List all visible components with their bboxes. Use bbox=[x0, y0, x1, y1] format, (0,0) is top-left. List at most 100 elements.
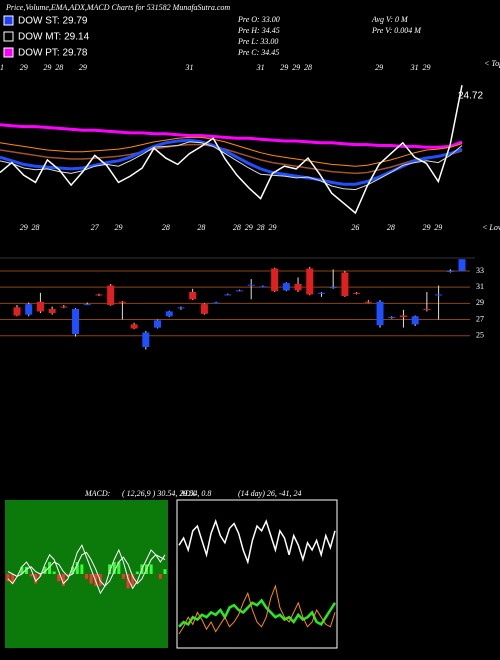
candle-body bbox=[271, 268, 279, 292]
ema-line bbox=[0, 138, 463, 186]
low-label: 28 bbox=[197, 223, 205, 232]
histogram-bar bbox=[43, 566, 47, 574]
info-text: Avg V: 0 M bbox=[371, 15, 409, 24]
histogram-bar bbox=[158, 574, 162, 579]
y-tick-label: 31 bbox=[476, 282, 484, 291]
candle-body bbox=[83, 304, 91, 306]
candle-body bbox=[95, 294, 103, 296]
candle-body bbox=[165, 311, 173, 317]
top-label: 29 bbox=[375, 63, 383, 72]
histogram-bar bbox=[48, 562, 52, 574]
info-text: Pre L: 33.00 bbox=[237, 37, 278, 46]
low-label: 28 bbox=[387, 223, 395, 232]
legend-label: DOW MT: 29.14 bbox=[18, 32, 90, 43]
candle-body bbox=[118, 301, 126, 303]
candle-body bbox=[36, 301, 44, 312]
candle-body bbox=[376, 301, 384, 326]
candle-body bbox=[399, 315, 407, 318]
candle-body bbox=[212, 302, 220, 304]
histogram-bar bbox=[66, 574, 70, 577]
info-text: Pre O: 33.00 bbox=[237, 15, 280, 24]
candle-body bbox=[435, 294, 443, 296]
top-label: 28 bbox=[55, 63, 63, 72]
candle-body bbox=[423, 309, 431, 310]
candle-body bbox=[388, 317, 396, 319]
top-label: 29 bbox=[292, 63, 300, 72]
low-label: 29 bbox=[422, 223, 430, 232]
histogram-bar bbox=[112, 562, 116, 574]
low-label: 29 bbox=[245, 223, 253, 232]
low-label: 28 bbox=[233, 223, 241, 232]
candle-body bbox=[259, 286, 267, 288]
panel-params: ( 12,26,9 ) 30.54, 29.54, 0.8 bbox=[122, 489, 211, 498]
low-label: 28 bbox=[257, 223, 265, 232]
top-label: 31 bbox=[185, 63, 194, 72]
histogram-bar bbox=[34, 574, 38, 584]
candle-body bbox=[130, 324, 138, 329]
legend-swatch bbox=[3, 15, 14, 26]
y-tick-label: 27 bbox=[476, 314, 484, 323]
histogram-bar bbox=[149, 564, 153, 574]
ema-line bbox=[0, 123, 463, 149]
candle-body bbox=[446, 270, 454, 272]
ema-line bbox=[0, 136, 463, 167]
histogram-bar bbox=[29, 574, 33, 577]
histogram-bar bbox=[71, 566, 75, 574]
panel-params: (14 day) 26, -41, 24 bbox=[238, 489, 302, 498]
low-label: 27 bbox=[91, 223, 100, 232]
candle-body bbox=[25, 304, 33, 315]
price-annotation: 24.72 bbox=[458, 91, 483, 102]
adx-line bbox=[178, 518, 336, 565]
top-label: 29 bbox=[422, 63, 430, 72]
top-label: 31 bbox=[256, 63, 265, 72]
top-label: 31 bbox=[0, 63, 4, 72]
legend-swatch bbox=[3, 31, 14, 42]
candle-body bbox=[60, 306, 68, 308]
candle-body bbox=[224, 294, 232, 296]
candle-body bbox=[154, 320, 162, 328]
histogram-bar bbox=[117, 562, 121, 574]
histogram-bar bbox=[11, 574, 15, 584]
histogram-bar bbox=[24, 566, 28, 574]
candle-body bbox=[72, 309, 80, 335]
candle-body bbox=[177, 307, 185, 309]
low-label: 29 bbox=[434, 223, 442, 232]
ema-line bbox=[0, 143, 463, 175]
histogram-bar bbox=[135, 571, 139, 574]
legend-swatch bbox=[3, 47, 14, 58]
candle-body bbox=[142, 332, 150, 348]
page-title: Price,Volume,EMA,ADX,MACD Charts for 531… bbox=[5, 3, 230, 12]
low-label: 29 bbox=[114, 223, 122, 232]
candle-body bbox=[200, 304, 208, 314]
histogram-bar bbox=[52, 571, 56, 574]
ema-line bbox=[0, 141, 463, 191]
info-text: Pre H: 34.45 bbox=[237, 26, 280, 35]
top-label: 28 bbox=[304, 63, 312, 72]
panel-title: ADX bbox=[179, 489, 197, 498]
candle-body bbox=[294, 283, 302, 291]
histogram-bar bbox=[163, 569, 167, 574]
candle-body bbox=[317, 292, 325, 294]
histogram-bar bbox=[108, 564, 112, 574]
lows-label: < Lows bbox=[482, 223, 500, 232]
histogram-bar bbox=[80, 564, 84, 574]
y-tick-label: 33 bbox=[476, 266, 484, 275]
panel-background bbox=[176, 499, 338, 649]
candle-body bbox=[364, 301, 372, 303]
macd-line bbox=[7, 544, 166, 595]
low-label: 28 bbox=[32, 223, 40, 232]
legend-label: DOW PT: 29.78 bbox=[18, 48, 88, 59]
candle-body bbox=[247, 284, 255, 286]
histogram-bar bbox=[85, 574, 88, 579]
info-text: Pre C: 34.45 bbox=[237, 48, 279, 57]
candle-body bbox=[306, 268, 314, 295]
candle-body bbox=[236, 290, 243, 292]
top-label: 29 bbox=[280, 63, 288, 72]
top-label: 29 bbox=[79, 63, 87, 72]
top-label: 29 bbox=[43, 63, 51, 72]
histogram-bar bbox=[20, 566, 24, 574]
candle-body bbox=[458, 259, 466, 271]
candle-body bbox=[48, 309, 56, 314]
